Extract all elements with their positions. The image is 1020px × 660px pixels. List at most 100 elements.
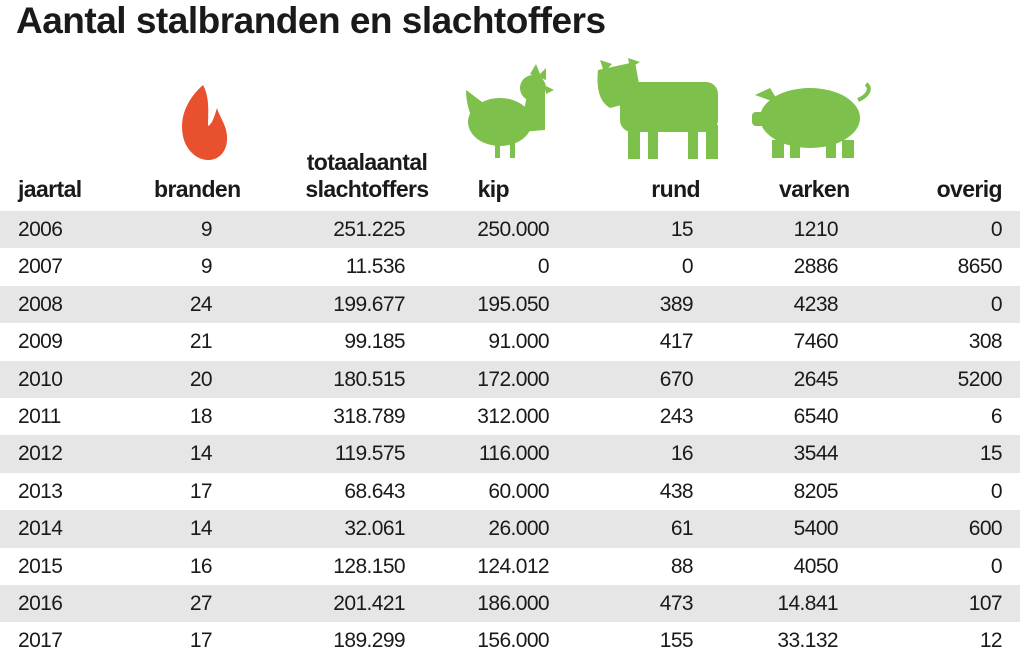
table-cell: 11.536 — [345, 255, 406, 279]
table-cell: 2009 — [18, 330, 63, 354]
table-cell: 199.677 — [333, 292, 405, 316]
table-cell: 21 — [189, 330, 213, 354]
table-cell: 124.012 — [477, 554, 549, 578]
table-row: 2009 21 99.185 91.000 417 7460 308 — [0, 323, 1020, 360]
column-header: totaalaantal slachtoffers — [305, 149, 429, 202]
table-cell: 2015 — [18, 554, 63, 578]
table-cell: 9 — [200, 255, 213, 279]
table-cell: 473 — [659, 592, 694, 615]
flame-icon — [182, 85, 228, 160]
chicken-icon — [466, 64, 554, 158]
table-cell: 186.000 — [477, 592, 549, 615]
table-cell: 8650 — [957, 255, 1003, 279]
table-cell: 16 — [670, 442, 694, 466]
table-cell: 24 — [189, 292, 213, 316]
table-cell: 88 — [670, 554, 694, 578]
table-cell: 0 — [537, 255, 550, 279]
table-cell: 243 — [659, 405, 694, 428]
table-cell: 8205 — [793, 479, 839, 503]
table-cell: 600 — [968, 517, 1003, 541]
table-cell: 2012 — [18, 442, 63, 466]
table-cell: 5200 — [957, 367, 1003, 391]
table-row: 2011 18 318.789 312.000 243 6540 6 — [0, 398, 1020, 435]
table-cell: 116.000 — [478, 442, 550, 466]
table-row: 2006 9 251.225 250.000 15 1210 0 — [0, 211, 1020, 249]
table-cell: 14.841 — [777, 592, 838, 615]
column-header: jaartal — [18, 176, 82, 202]
table-cell: 2011 — [18, 405, 61, 428]
table-cell: 172.000 — [477, 367, 549, 391]
table-cell: 15 — [979, 442, 1003, 466]
title: Aantal stalbranden en slachtoffers — [16, 0, 606, 41]
table-cell: 17 — [189, 629, 213, 653]
table-cell: 4238 — [793, 292, 839, 316]
table-cell: 0 — [681, 255, 694, 279]
column-header: kip — [477, 176, 510, 202]
table-cell: 107 — [968, 592, 1003, 615]
table-cell: 32.061 — [344, 517, 405, 541]
table-cell: 15 — [670, 218, 694, 241]
table-cell: 2013 — [18, 479, 63, 503]
table-cell: 12 — [979, 629, 1003, 653]
table-row: 2010 20 180.515 172.000 670 2645 5200 — [0, 360, 1020, 398]
table-row: 2013 17 68.643 60.000 438 8205 0 — [0, 473, 1020, 510]
table-cell: 250.000 — [477, 218, 549, 241]
table-cell: 99.185 — [344, 330, 405, 354]
table-cell: 128.150 — [333, 554, 405, 578]
table-cell: 17 — [189, 479, 213, 503]
table-cell: 0 — [990, 292, 1003, 316]
table-cell: 438 — [659, 479, 694, 503]
table-cell: 1210 — [793, 218, 839, 241]
table-cell: 318.789 — [333, 405, 405, 428]
table-cell: 2886 — [793, 255, 839, 279]
table-cell: 91.000 — [488, 330, 549, 354]
table-cell: 27 — [189, 592, 213, 615]
table-cell: 33.132 — [777, 629, 838, 653]
table-cell: 9 — [200, 218, 213, 241]
table-cell: 0 — [990, 218, 1003, 241]
table-cell: 189.299 — [333, 629, 405, 653]
table-row: 2017 17 189.299 156.000 155 33.132 12 — [0, 622, 1020, 659]
table-cell: 3544 — [793, 442, 839, 466]
table-cell: 417 — [659, 330, 694, 354]
table-row: 2012 14 119.575 116.000 16 3544 15 — [0, 435, 1020, 473]
table-cell: 5400 — [793, 517, 839, 541]
table-cell: 20 — [189, 367, 213, 391]
table-cell: 2010 — [18, 367, 63, 391]
table-cell: 195.050 — [477, 292, 549, 316]
table-cell: 16 — [189, 554, 213, 578]
table-cell: 0 — [990, 554, 1003, 578]
table-cell: 2014 — [18, 517, 63, 541]
column-header: branden — [154, 176, 241, 202]
table-cell: 0 — [990, 479, 1003, 503]
table-row: 2015 16 128.150 124.012 88 4050 0 — [0, 548, 1020, 585]
table-cell: 389 — [659, 292, 694, 316]
table-row: 2007 9 11.536 0 0 2886 8650 — [0, 248, 1020, 285]
table-cell: 2006 — [18, 218, 63, 241]
table-cell: 68.643 — [344, 479, 405, 503]
table-cell: 180.515 — [333, 367, 405, 391]
pig-icon — [752, 82, 871, 158]
table-row: 2014 14 32.061 26.000 61 5400 600 — [0, 510, 1020, 548]
table-cell: 155 — [659, 629, 694, 653]
column-header: rund — [651, 176, 700, 202]
table-cell: 201.421 — [333, 592, 405, 615]
table-row: 2016 27 201.421 186.000 473 14.841 107 — [0, 585, 1020, 623]
table-cell: 14 — [189, 442, 213, 466]
table-cell: 2016 — [18, 592, 63, 615]
table-cell: 670 — [659, 367, 694, 391]
table-cell: 4050 — [793, 554, 839, 578]
table-cell: 2008 — [18, 292, 63, 316]
icons — [182, 58, 871, 160]
table-cell: 2017 — [18, 629, 63, 653]
table-cell: 61 — [670, 517, 694, 541]
table-row: 2008 24 199.677 195.050 389 4238 0 — [0, 285, 1020, 324]
table-cell: 60.000 — [488, 479, 549, 503]
table-cell: 156.000 — [477, 629, 549, 653]
table-cell: 251.225 — [333, 218, 405, 241]
table-cell: 7460 — [793, 330, 839, 354]
table-cell: 18 — [189, 405, 213, 428]
cow-icon — [597, 58, 718, 159]
table-cell: 312.000 — [477, 405, 549, 428]
